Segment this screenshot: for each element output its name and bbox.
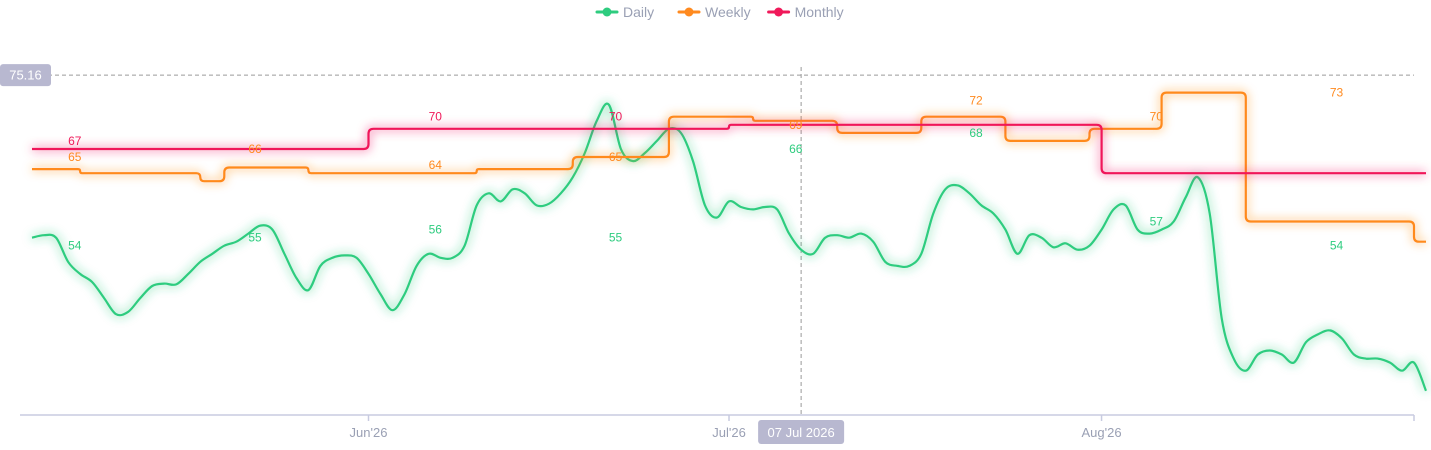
data-label-weekly: 73 bbox=[1330, 86, 1344, 100]
legend-label: Monthly bbox=[795, 4, 844, 20]
data-label-daily: 54 bbox=[68, 239, 82, 253]
data-label-weekly: 65 bbox=[609, 150, 623, 164]
data-label-daily: 55 bbox=[609, 231, 623, 245]
legend: Daily Weekly Monthly bbox=[595, 4, 844, 20]
data-label-weekly: 70 bbox=[1150, 110, 1164, 124]
x-tick-label: Jun'26 bbox=[350, 425, 388, 440]
y-badge-bg bbox=[0, 64, 51, 87]
data-label-monthly: 70 bbox=[429, 110, 443, 124]
data-label-daily: 55 bbox=[248, 231, 262, 245]
series-line-daily[interactable] bbox=[31, 102, 1428, 392]
crosshair-badges: 75.16 07 Jul 2026 bbox=[0, 64, 845, 444]
x-badge-bg bbox=[758, 420, 845, 444]
data-label-weekly: 66 bbox=[248, 142, 262, 156]
data-label-daily: 66 bbox=[789, 142, 803, 156]
y-crosshair-badge: 75.16 bbox=[0, 64, 51, 87]
data-label-weekly: 65 bbox=[68, 150, 82, 164]
legend-swatch-dot bbox=[684, 7, 694, 17]
legend-item-weekly[interactable]: Weekly bbox=[677, 4, 751, 20]
legend-label: Daily bbox=[623, 4, 654, 20]
legend-swatch-dot bbox=[774, 7, 784, 17]
series-line-monthly[interactable] bbox=[32, 123, 1426, 175]
y-badge-label: 75.16 bbox=[9, 68, 42, 83]
x-crosshair-badge: 07 Jul 2026 bbox=[758, 420, 845, 444]
series-line-weekly[interactable] bbox=[32, 91, 1426, 243]
data-label-weekly: 64 bbox=[429, 158, 443, 172]
legend-swatch-dot bbox=[602, 7, 612, 17]
data-labels: 5455565566685754566339436566646569727073… bbox=[68, 86, 1344, 253]
data-label-monthly: 70 bbox=[609, 110, 623, 124]
legend-item-monthly[interactable]: Monthly bbox=[767, 4, 844, 20]
x-tick-label: Jul'26 bbox=[712, 425, 746, 440]
crosshair bbox=[20, 67, 1414, 415]
data-label-daily: 54 bbox=[1330, 239, 1344, 253]
data-label-daily: 68 bbox=[969, 126, 983, 140]
legend-label: Weekly bbox=[705, 4, 751, 20]
data-label-monthly: 67 bbox=[68, 134, 82, 148]
legend-item-daily[interactable]: Daily bbox=[595, 4, 654, 20]
x-tick-label: Aug'26 bbox=[1082, 425, 1122, 440]
x-axis: Jun'26 Jul'26 Aug'26 bbox=[20, 414, 1415, 440]
x-badge-label: 07 Jul 2026 bbox=[768, 425, 835, 440]
data-label-weekly: 69 bbox=[789, 118, 803, 132]
series-lines bbox=[31, 91, 1428, 392]
data-label-daily: 56 bbox=[429, 223, 443, 237]
data-label-daily: 57 bbox=[1150, 215, 1164, 229]
data-label-weekly: 72 bbox=[969, 94, 983, 108]
